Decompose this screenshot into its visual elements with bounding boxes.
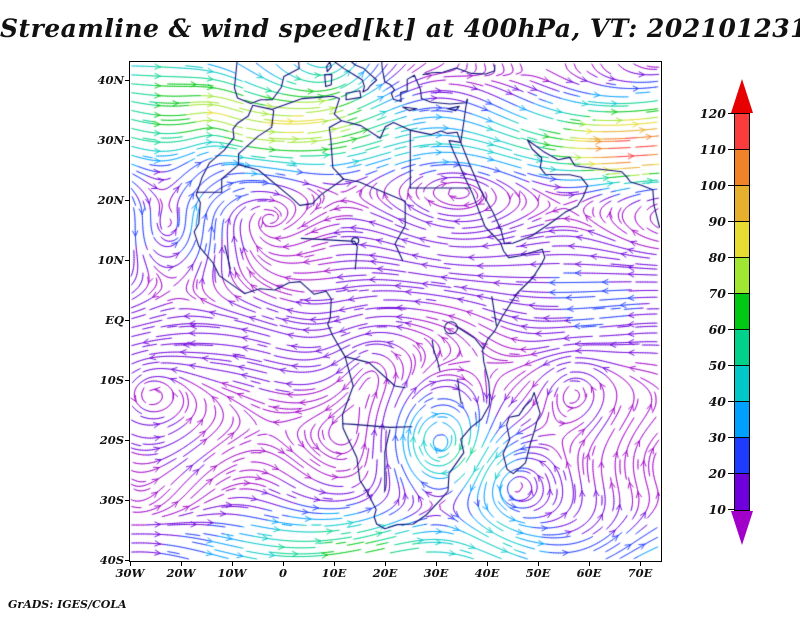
credit: GrADS: IGES/COLA <box>8 598 127 611</box>
colorbar-segment <box>735 330 749 366</box>
colorbar-label: 40 <box>708 394 726 409</box>
axis-tick <box>130 562 131 566</box>
colorbar-tick <box>728 185 734 186</box>
colorbar-label: 30 <box>708 430 726 445</box>
axis-tick <box>232 562 233 566</box>
axis-tick <box>125 260 129 261</box>
colorbar-tick <box>728 113 734 114</box>
colorbar-tick <box>728 293 734 294</box>
axis-tick <box>334 562 335 566</box>
axis-tick <box>125 380 129 381</box>
colorbar-label: 110 <box>699 142 726 157</box>
colorbar-tick <box>728 221 734 222</box>
colorbar-tick <box>728 257 734 258</box>
colorbar-label: 50 <box>708 358 726 373</box>
axis-tick <box>538 562 539 566</box>
colorbar-label: 90 <box>708 214 726 229</box>
axis-tick <box>125 140 129 141</box>
x-tick-label: 30E <box>423 566 449 580</box>
axis-tick <box>640 562 641 566</box>
axis-tick <box>181 562 182 566</box>
colorbar-tick <box>728 509 734 510</box>
colorbar-tick <box>728 365 734 366</box>
axis-tick <box>125 80 129 81</box>
x-tick-label: 20E <box>372 566 398 580</box>
x-tick-label: 50E <box>525 566 551 580</box>
x-tick-label: 70E <box>627 566 653 580</box>
y-tick-label: 10S <box>99 373 124 387</box>
colorbar-label: 100 <box>699 178 726 193</box>
colorbar-label: 10 <box>708 502 726 517</box>
colorbar-segment <box>735 222 749 258</box>
plot-area <box>129 61 662 562</box>
colorbar-label: 80 <box>708 250 726 265</box>
x-tick-label: 0 <box>278 566 287 580</box>
colorbar: 120 110 100 90 80 70 60 50 40 30 20 10 <box>700 79 753 545</box>
colorbar-label: 20 <box>708 466 726 481</box>
colorbar-tick <box>728 329 734 330</box>
colorbar-arrow-top <box>731 79 753 113</box>
axis-tick <box>125 440 129 441</box>
colorbar-segment <box>735 474 749 510</box>
axis-tick <box>487 562 488 566</box>
colorbar-segment <box>735 294 749 330</box>
colorbar-tick <box>728 401 734 402</box>
colorbar-segments <box>734 113 750 511</box>
x-tick-label: 20W <box>166 566 196 580</box>
axis-tick <box>125 200 129 201</box>
colorbar-arrow-bottom <box>731 511 753 545</box>
axis-tick <box>436 562 437 566</box>
colorbar-segment <box>735 366 749 402</box>
colorbar-label: 60 <box>708 322 726 337</box>
x-tick-label: 10E <box>321 566 347 580</box>
axis-tick <box>125 560 129 561</box>
chart-title: Streamline & wind speed[kt] at 400hPa, V… <box>0 14 800 43</box>
axis-tick <box>283 562 284 566</box>
x-tick-label: 30W <box>115 566 145 580</box>
y-tick-label: 20N <box>97 193 124 207</box>
axis-tick <box>589 562 590 566</box>
colorbar-segment <box>735 402 749 438</box>
axis-tick <box>125 500 129 501</box>
y-tick-label: 30N <box>97 133 124 147</box>
colorbar-segment <box>735 150 749 186</box>
colorbar-tick <box>728 473 734 474</box>
colorbar-segment <box>735 114 749 150</box>
y-tick-label: 10N <box>97 253 124 267</box>
x-tick-label: 10W <box>217 566 247 580</box>
colorbar-label: 120 <box>699 106 726 121</box>
colorbar-segment <box>735 438 749 474</box>
y-tick-label: 30S <box>99 493 124 507</box>
streamline-canvas <box>130 62 660 560</box>
y-tick-label: EQ <box>105 313 124 327</box>
colorbar-tick <box>728 149 734 150</box>
colorbar-tick <box>728 437 734 438</box>
y-tick-label: 40N <box>97 73 124 87</box>
x-tick-label: 60E <box>576 566 602 580</box>
axis-tick <box>385 562 386 566</box>
y-tick-label: 40S <box>99 553 124 567</box>
x-tick-label: 40E <box>474 566 500 580</box>
colorbar-segment <box>735 258 749 294</box>
colorbar-segment <box>735 186 749 222</box>
colorbar-label: 70 <box>708 286 726 301</box>
y-tick-label: 20S <box>99 433 124 447</box>
axis-tick <box>125 320 129 321</box>
